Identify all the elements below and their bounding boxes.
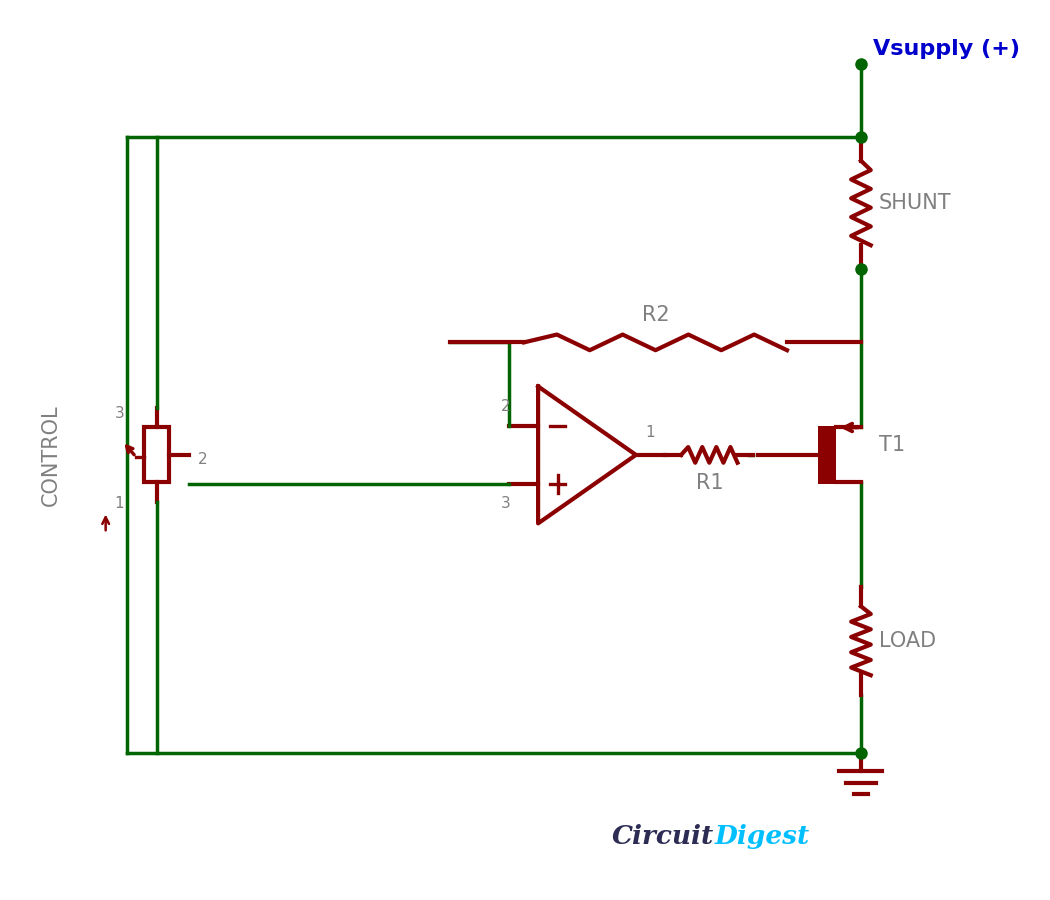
Text: 3: 3 — [114, 406, 124, 421]
Text: LOAD: LOAD — [879, 631, 936, 651]
Text: Vsupply (+): Vsupply (+) — [873, 39, 1020, 58]
Text: Circuit: Circuit — [612, 824, 714, 849]
Text: 1: 1 — [646, 425, 655, 440]
Text: T1: T1 — [879, 435, 905, 455]
Text: R2: R2 — [642, 305, 669, 325]
Bar — [818, 426, 836, 484]
Bar — [144, 428, 169, 482]
Text: Digest: Digest — [714, 824, 810, 849]
Text: R1: R1 — [695, 472, 723, 492]
Text: CONTROL: CONTROL — [41, 404, 61, 506]
Text: 2: 2 — [501, 399, 510, 414]
Text: 1: 1 — [114, 496, 124, 511]
Text: 2: 2 — [197, 453, 207, 467]
Text: 3: 3 — [501, 496, 510, 511]
Text: SHUNT: SHUNT — [879, 193, 951, 213]
